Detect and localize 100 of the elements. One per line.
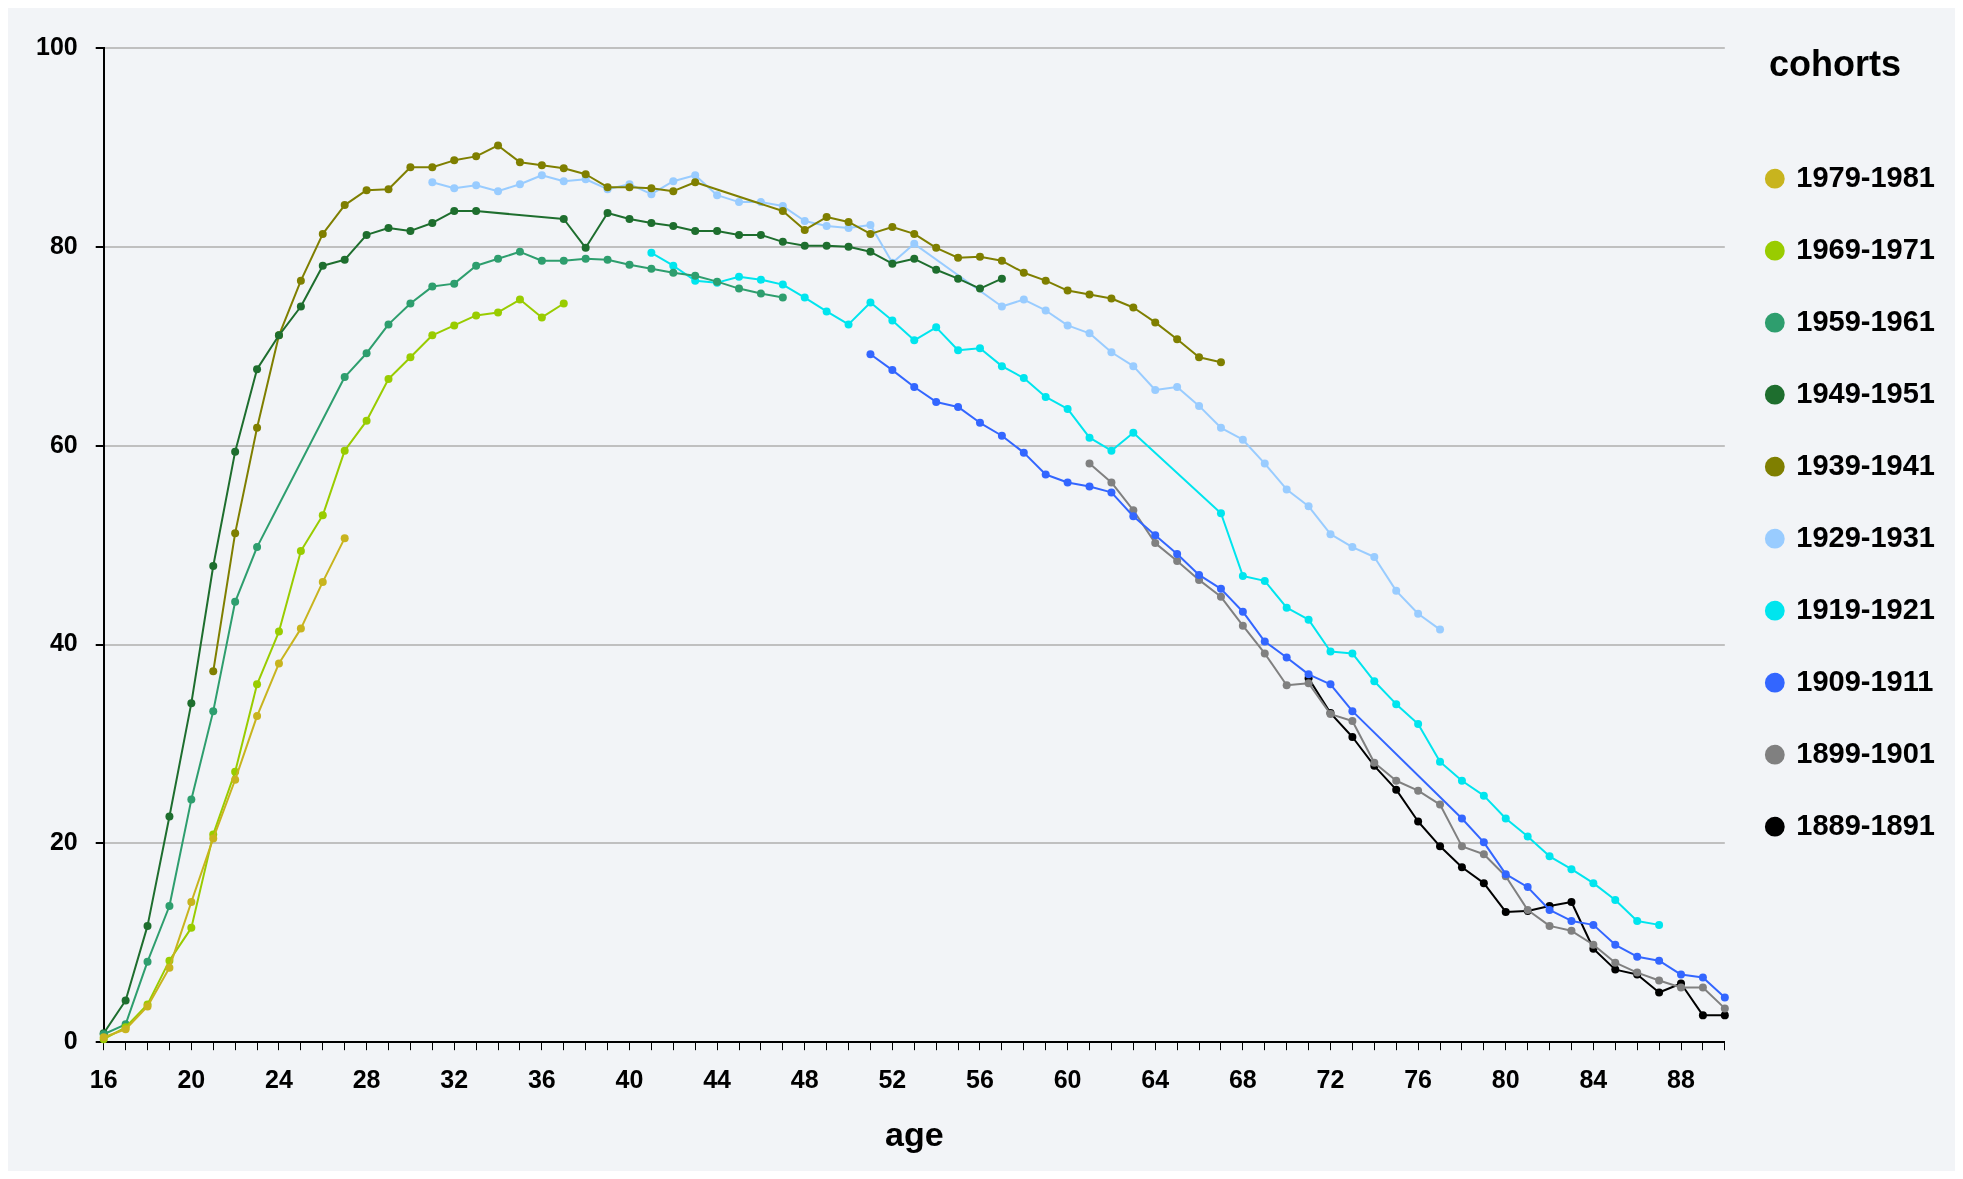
point [1392,700,1401,709]
y-tick-label: 0 [63,1026,78,1055]
point [1348,649,1357,658]
point [515,158,524,167]
point [1238,435,1247,444]
point [691,178,700,187]
point [1523,883,1532,892]
point [1041,392,1050,401]
point [1304,679,1313,688]
x-tick-label: 28 [352,1065,381,1094]
point [669,261,678,270]
point [1019,268,1028,277]
point [1392,785,1401,794]
point [1304,670,1313,679]
point [472,152,481,161]
point [800,225,809,234]
point [1107,294,1116,303]
point [559,164,568,173]
point [647,264,656,273]
point [274,659,283,668]
point [1195,353,1204,362]
y-tick-label: 80 [49,230,78,259]
point [1611,958,1620,967]
point [515,247,524,256]
point [1589,879,1598,888]
point [559,215,568,223]
y-tick-label: 40 [49,628,78,657]
point [1260,576,1269,585]
point [735,198,744,207]
point [910,229,919,238]
point [1479,879,1488,888]
point [800,241,809,250]
point [253,365,262,374]
point [1063,478,1072,487]
point [450,279,459,288]
point [735,284,744,293]
point [253,680,262,689]
point [1436,625,1445,634]
point [296,302,305,311]
point [866,229,875,238]
point [1655,956,1664,965]
point [1414,817,1423,826]
point [1479,838,1488,847]
point [800,293,809,302]
point [1655,988,1664,997]
point [537,313,546,322]
point [1655,976,1664,985]
point [1545,852,1554,861]
point [713,226,722,235]
x-tick-label: 68 [1228,1065,1257,1094]
point [954,274,963,283]
point [187,699,196,708]
point [1348,543,1357,552]
point [362,349,371,358]
point [1304,615,1313,624]
point [406,299,415,308]
point [910,336,919,345]
point [559,256,568,265]
point [1085,329,1094,338]
point [1589,940,1598,949]
point [1085,459,1094,468]
point [1392,586,1401,595]
x-tick-label: 20 [177,1065,206,1094]
x-tick-label: 64 [1141,1065,1170,1094]
point [1085,290,1094,299]
point [428,331,437,340]
point [1041,470,1050,479]
point [1589,920,1598,929]
point [384,320,393,329]
point [1282,653,1291,662]
point [1304,502,1313,511]
point [1063,286,1072,295]
point [450,156,459,165]
point [1436,842,1445,851]
point [1370,553,1379,562]
point [494,141,503,150]
point [384,185,393,194]
legend-label: 1919-1921 [1796,592,1935,625]
point [296,624,305,633]
point [1107,446,1116,455]
point [450,184,459,193]
point [406,353,415,362]
point [1567,898,1576,907]
point [625,260,634,269]
point [975,344,984,353]
x-tick-label: 16 [89,1065,118,1094]
point [472,261,481,270]
point [975,252,984,261]
point [954,346,963,355]
point [494,308,503,317]
x-tick-label: 40 [615,1065,644,1094]
point [340,446,349,455]
point [997,256,1006,265]
point [1326,680,1335,689]
point [1129,303,1138,312]
point [1216,509,1225,518]
point [910,239,919,248]
point [165,812,174,821]
point [340,534,349,543]
point [296,276,305,285]
